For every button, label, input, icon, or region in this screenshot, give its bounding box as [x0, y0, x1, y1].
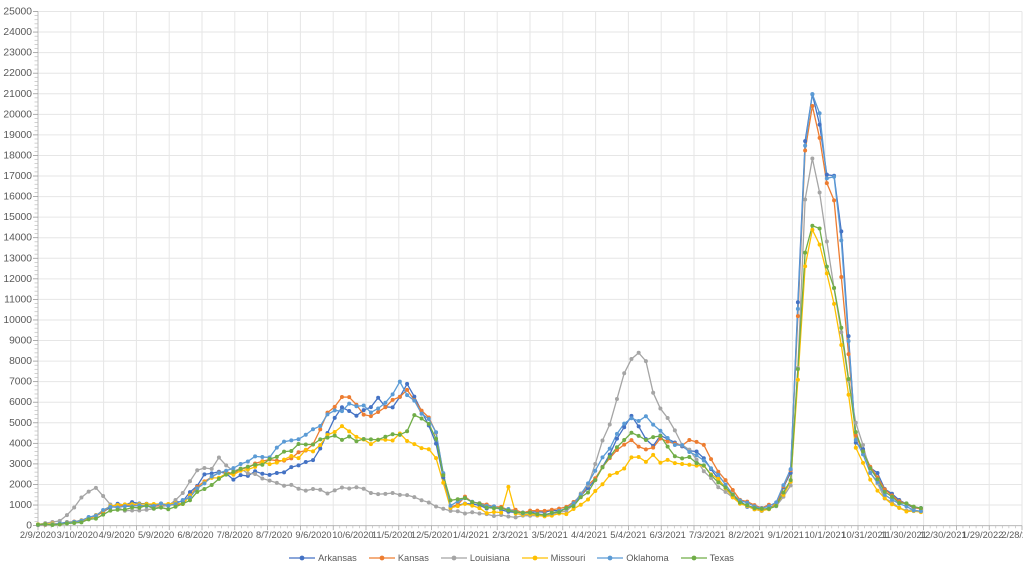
svg-text:5/4/2021: 5/4/2021	[610, 530, 646, 540]
svg-text:9/6/2020: 9/6/2020	[295, 530, 331, 540]
svg-text:2/9/2020: 2/9/2020	[20, 530, 56, 540]
svg-text:5/9/2020: 5/9/2020	[138, 530, 174, 540]
svg-text:2000: 2000	[9, 479, 32, 490]
svg-text:1000: 1000	[9, 500, 32, 511]
svg-text:11/5/2020: 11/5/2020	[372, 530, 413, 540]
svg-text:18000: 18000	[3, 150, 32, 161]
svg-text:17000: 17000	[3, 171, 32, 182]
svg-text:19000: 19000	[3, 130, 32, 141]
svg-text:7/8/2020: 7/8/2020	[217, 530, 253, 540]
svg-text:6/8/2020: 6/8/2020	[177, 530, 213, 540]
svg-text:21000: 21000	[3, 89, 32, 100]
svg-text:3/10/2020: 3/10/2020	[57, 530, 98, 540]
svg-text:22000: 22000	[3, 68, 32, 79]
svg-text:10/6/2020: 10/6/2020	[332, 530, 373, 540]
svg-text:7000: 7000	[9, 377, 32, 388]
svg-text:16000: 16000	[3, 192, 32, 203]
svg-text:9000: 9000	[9, 336, 32, 347]
svg-text:8/7/2020: 8/7/2020	[256, 530, 292, 540]
svg-text:8/2/2021: 8/2/2021	[728, 530, 764, 540]
svg-text:1/29/2022: 1/29/2022	[962, 530, 1003, 540]
svg-text:6/3/2021: 6/3/2021	[650, 530, 686, 540]
svg-text:7/3/2021: 7/3/2021	[689, 530, 725, 540]
svg-text:12/30/2021: 12/30/2021	[920, 530, 967, 540]
svg-text:9/1/2021: 9/1/2021	[768, 530, 804, 540]
svg-text:10/1/2021: 10/1/2021	[805, 530, 846, 540]
svg-text:23000: 23000	[3, 48, 32, 59]
svg-text:13000: 13000	[3, 253, 32, 264]
svg-text:2/3/2021: 2/3/2021	[492, 530, 528, 540]
svg-text:1/4/2021: 1/4/2021	[453, 530, 489, 540]
svg-text:3/5/2021: 3/5/2021	[532, 530, 568, 540]
svg-text:15000: 15000	[3, 212, 32, 223]
svg-text:25000: 25000	[3, 7, 32, 18]
svg-text:5000: 5000	[9, 418, 32, 429]
svg-text:12/5/2020: 12/5/2020	[411, 530, 452, 540]
svg-text:4/4/2021: 4/4/2021	[571, 530, 607, 540]
svg-text:8000: 8000	[9, 356, 32, 367]
svg-text:10000: 10000	[3, 315, 32, 326]
svg-text:4/9/2020: 4/9/2020	[99, 530, 135, 540]
svg-text:14000: 14000	[3, 233, 32, 244]
svg-text:20000: 20000	[3, 109, 32, 120]
svg-text:24000: 24000	[3, 27, 32, 38]
svg-text:4000: 4000	[9, 438, 32, 449]
svg-text:2/28/2022: 2/28/2022	[1001, 530, 1023, 540]
svg-text:11000: 11000	[4, 294, 32, 305]
svg-text:3000: 3000	[9, 459, 32, 470]
svg-text:6000: 6000	[9, 397, 32, 408]
svg-text:12000: 12000	[3, 274, 32, 285]
